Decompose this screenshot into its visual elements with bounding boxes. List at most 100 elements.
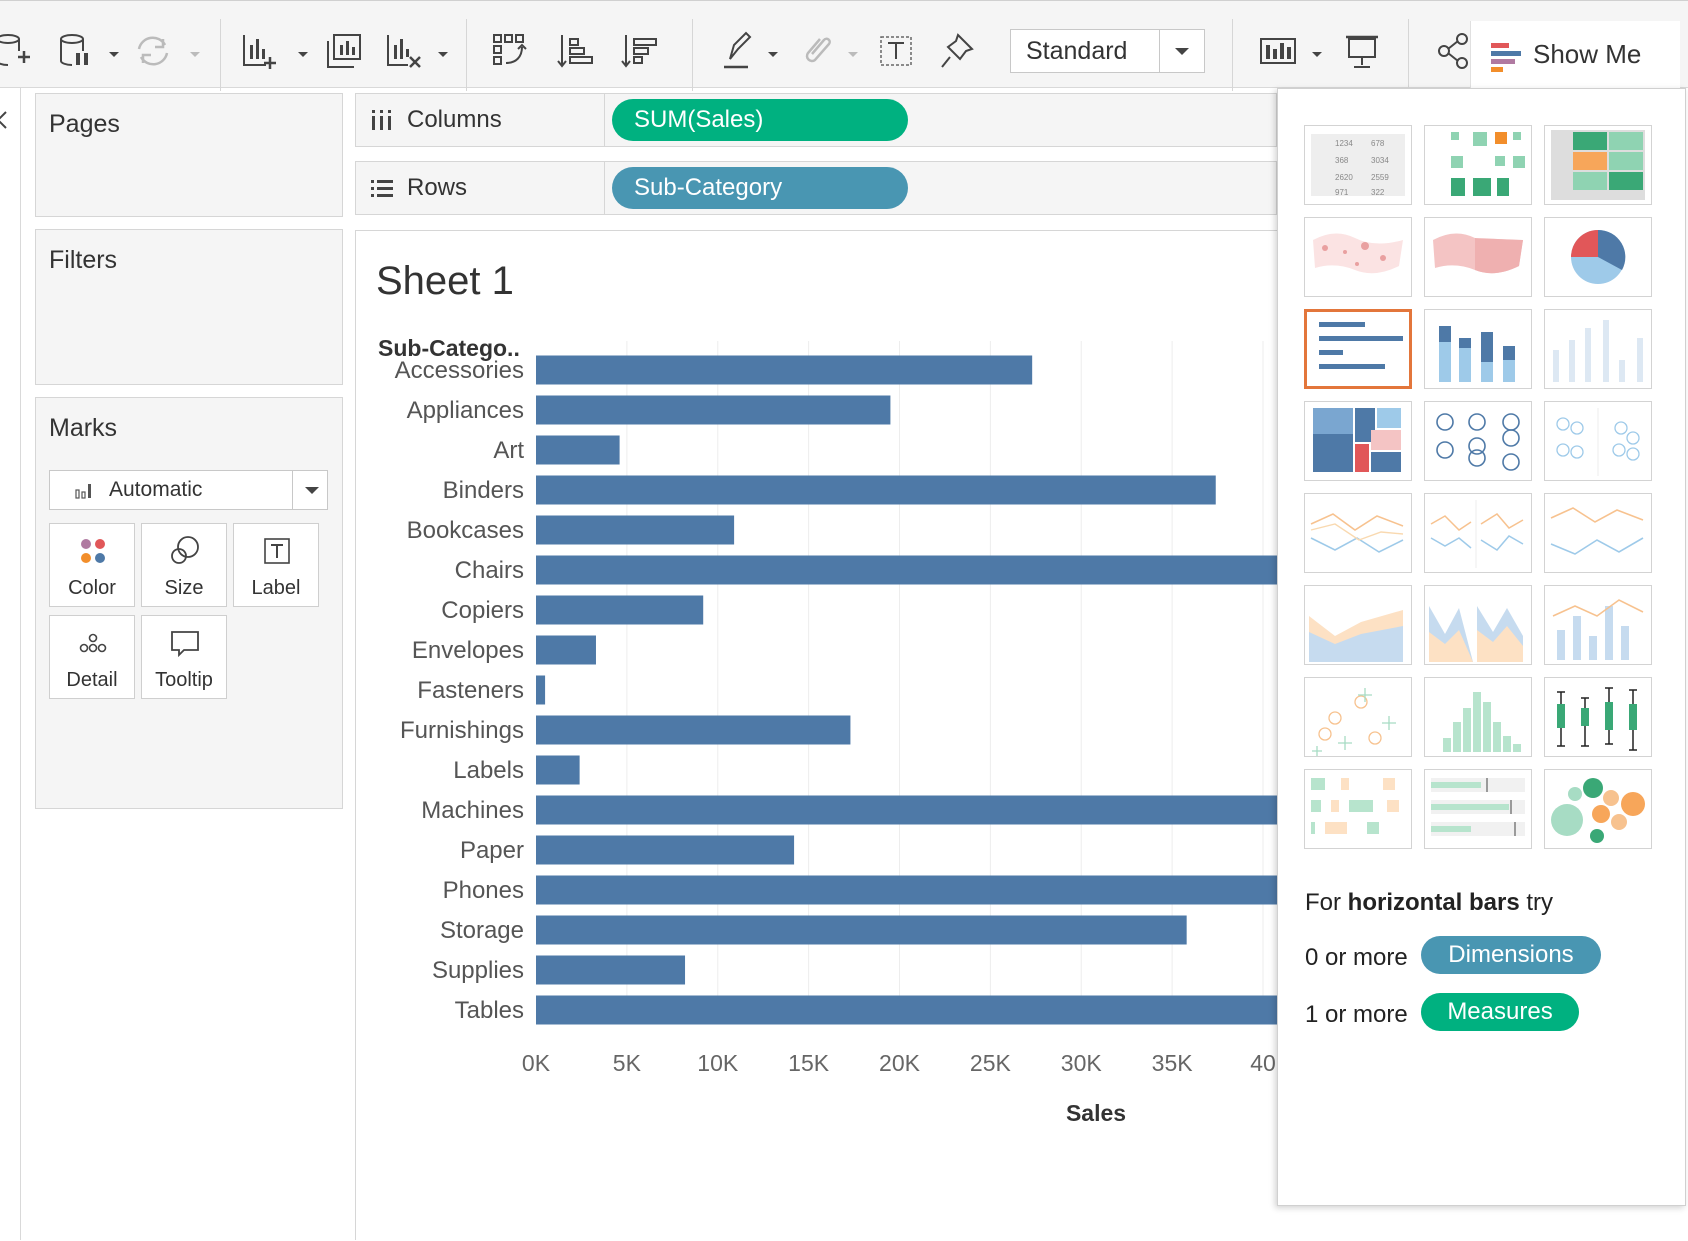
show-me-dual-lines[interactable] — [1544, 493, 1652, 573]
bar[interactable] — [536, 635, 596, 665]
color-button[interactable]: Color — [49, 523, 135, 607]
show-me-box-and-whisker[interactable] — [1544, 677, 1652, 757]
show-me-circle-views[interactable] — [1424, 401, 1532, 481]
show-me-area-continuous[interactable] — [1304, 585, 1412, 665]
filters-card[interactable]: Filters — [35, 229, 343, 385]
duplicate-sheet-icon[interactable] — [324, 31, 364, 71]
chevron-down-icon[interactable] — [766, 47, 780, 57]
show-me-treemap[interactable] — [1304, 401, 1412, 481]
show-me-stacked-bars[interactable] — [1424, 309, 1532, 389]
chevron-down-icon[interactable] — [300, 483, 324, 499]
new-worksheet-icon[interactable] — [240, 31, 280, 71]
fix-axes-pin-icon[interactable] — [938, 31, 978, 71]
columns-shelf[interactable]: Columns SUM(Sales) — [355, 93, 1277, 147]
bar[interactable] — [536, 675, 546, 705]
bar[interactable] — [536, 595, 704, 625]
category-label[interactable]: Art — [493, 437, 524, 464]
bar[interactable] — [536, 475, 1216, 505]
chevron-down-icon[interactable] — [1310, 47, 1324, 57]
bar[interactable] — [536, 995, 1278, 1025]
bar[interactable] — [536, 795, 1278, 825]
show-me-filled-map[interactable] — [1424, 217, 1532, 297]
bar[interactable] — [536, 515, 735, 545]
show-me-side-by-side-bars[interactable] — [1544, 309, 1652, 389]
show-mark-labels-icon[interactable] — [876, 31, 916, 71]
category-label[interactable]: Paper — [460, 837, 524, 864]
category-label[interactable]: Chairs — [455, 557, 524, 584]
clear-sheet-icon[interactable] — [384, 31, 424, 71]
label-button[interactable]: Label — [233, 523, 319, 607]
sub-category-pill[interactable]: Sub-Category — [612, 167, 908, 209]
category-label[interactable]: Copiers — [441, 597, 524, 624]
new-data-source-icon[interactable] — [0, 31, 34, 71]
bar[interactable] — [536, 835, 795, 865]
bar[interactable] — [536, 955, 686, 985]
show-me-symbol-map[interactable] — [1304, 217, 1412, 297]
category-label[interactable]: Binders — [443, 477, 524, 504]
show-me-heat-map[interactable] — [1424, 125, 1532, 205]
category-label[interactable]: Envelopes — [412, 637, 524, 664]
show-me-dual-combination[interactable] — [1544, 585, 1652, 665]
highlight-icon[interactable] — [718, 31, 758, 71]
mark-type-select[interactable]: Automatic — [49, 470, 328, 510]
row-header[interactable]: Sub-Catego.. — [378, 335, 520, 361]
chevron-down-icon[interactable] — [107, 47, 121, 57]
sort-descending-icon[interactable] — [620, 31, 660, 71]
show-me-lines-continuous[interactable] — [1304, 493, 1412, 573]
bar[interactable] — [536, 355, 1033, 385]
detail-button[interactable]: Detail — [49, 615, 135, 699]
category-label[interactable]: Supplies — [432, 957, 524, 984]
show-me-text-table[interactable]: 1234 678 368 3034 2620 2559 971 322 — [1304, 125, 1412, 205]
pages-card[interactable]: Pages — [35, 93, 343, 217]
show-me-horizontal-bars[interactable] — [1304, 309, 1412, 389]
show-me-highlight-table[interactable] — [1544, 125, 1652, 205]
swap-rows-columns-icon[interactable] — [490, 31, 530, 71]
category-label[interactable]: Furnishings — [400, 717, 524, 744]
data-pane-collapsed[interactable] — [0, 88, 21, 1240]
group-members-icon[interactable] — [796, 31, 836, 71]
presentation-mode-icon[interactable] — [1342, 31, 1382, 71]
category-label[interactable]: Appliances — [407, 397, 524, 424]
category-label[interactable]: Machines — [421, 797, 524, 824]
pause-updates-icon[interactable] — [56, 31, 96, 71]
tooltip-button[interactable]: Tooltip — [141, 615, 227, 699]
category-label[interactable]: Fasteners — [417, 677, 524, 704]
show-me-button[interactable]: Show Me — [1470, 21, 1680, 89]
show-me-area-discrete[interactable] — [1424, 585, 1532, 665]
category-label[interactable]: Tables — [455, 997, 524, 1024]
sum-sales-pill[interactable]: SUM(Sales) — [612, 99, 908, 141]
share-icon[interactable] — [1434, 31, 1474, 71]
bar[interactable] — [536, 395, 891, 425]
category-label[interactable]: Accessories — [395, 357, 524, 384]
size-button[interactable]: Size — [141, 523, 227, 607]
show-cards-icon[interactable] — [1258, 31, 1298, 71]
bar[interactable] — [536, 915, 1187, 945]
chevron-down-icon[interactable] — [436, 47, 450, 57]
bar[interactable] — [536, 875, 1278, 905]
bar[interactable] — [536, 555, 1278, 585]
category-label[interactable]: Storage — [440, 917, 524, 944]
chevron-down-icon[interactable] — [296, 47, 310, 57]
rows-shelf[interactable]: Rows Sub-Category — [355, 161, 1277, 215]
show-me-packed-bubbles[interactable] — [1544, 769, 1652, 849]
show-me-histogram[interactable] — [1424, 677, 1532, 757]
chevron-down-icon[interactable] — [1159, 30, 1204, 72]
category-label[interactable]: Bookcases — [407, 517, 524, 544]
bar[interactable] — [536, 755, 580, 785]
chevron-left-icon[interactable] — [0, 110, 8, 130]
fit-select[interactable]: Standard — [1010, 29, 1205, 73]
category-label[interactable]: Phones — [443, 877, 524, 904]
sort-ascending-icon[interactable] — [556, 31, 596, 71]
show-me-lines-discrete[interactable] — [1424, 493, 1532, 573]
bar[interactable] — [536, 435, 620, 465]
show-me-scatter-plot[interactable] — [1304, 677, 1412, 757]
show-me-gantt-chart[interactable] — [1304, 769, 1412, 849]
worksheet-view[interactable]: Sheet 1 Sub-Catego.. Accessories Appliance… — [355, 230, 1278, 1240]
category-label[interactable]: Labels — [453, 757, 524, 784]
show-me-pie-chart[interactable] — [1544, 217, 1652, 297]
refresh-icon[interactable] — [133, 31, 173, 71]
show-me-side-by-side-circles[interactable] — [1544, 401, 1652, 481]
x-axis-title[interactable]: Sales — [1066, 1100, 1126, 1126]
show-me-bullet-graph[interactable] — [1424, 769, 1532, 849]
bar[interactable] — [536, 715, 851, 745]
